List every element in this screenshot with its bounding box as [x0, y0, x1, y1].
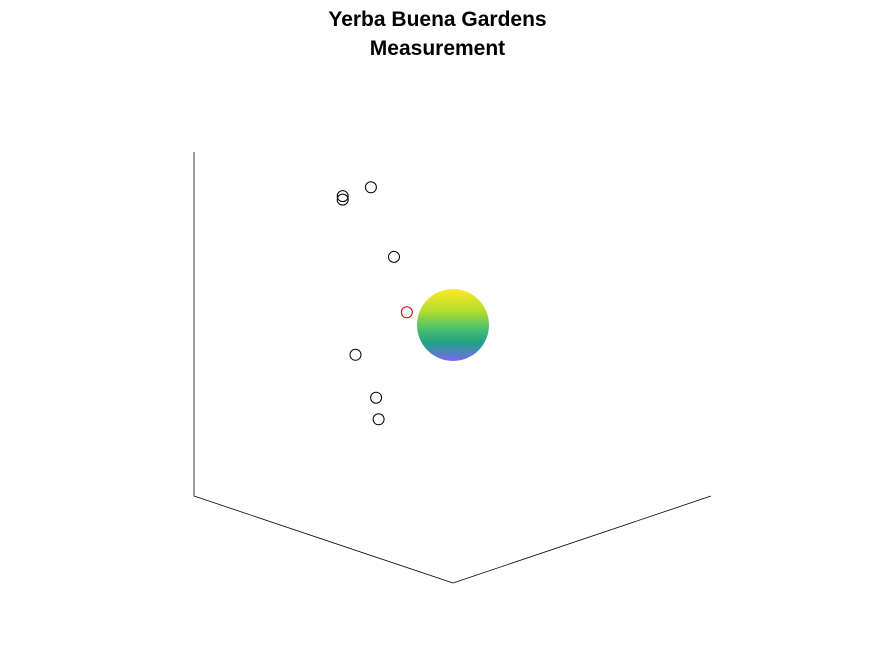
chart-title-line-1: Yerba Buena Gardens	[328, 8, 547, 31]
x-axis-line	[193, 495, 454, 584]
chart-title-line-2: Measurement	[369, 37, 506, 60]
scatter-point-8	[372, 413, 385, 426]
scatter-point-2	[336, 190, 349, 203]
scatter-point-6	[349, 348, 362, 361]
sphere-surface	[417, 289, 489, 361]
scatter-point-1	[364, 181, 377, 194]
scatter-point-5	[400, 306, 413, 319]
axes-box	[193, 152, 712, 584]
scatter-point-4	[388, 250, 400, 263]
scatter-point-3	[336, 193, 349, 206]
y-axis-line	[452, 495, 712, 584]
scatter-point-7	[370, 391, 383, 404]
